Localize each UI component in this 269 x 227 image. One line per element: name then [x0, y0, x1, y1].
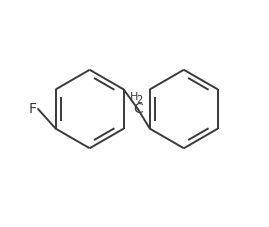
Text: C: C [133, 102, 143, 116]
Text: F: F [29, 102, 37, 116]
Text: 2: 2 [137, 95, 143, 105]
Text: H: H [130, 92, 138, 102]
